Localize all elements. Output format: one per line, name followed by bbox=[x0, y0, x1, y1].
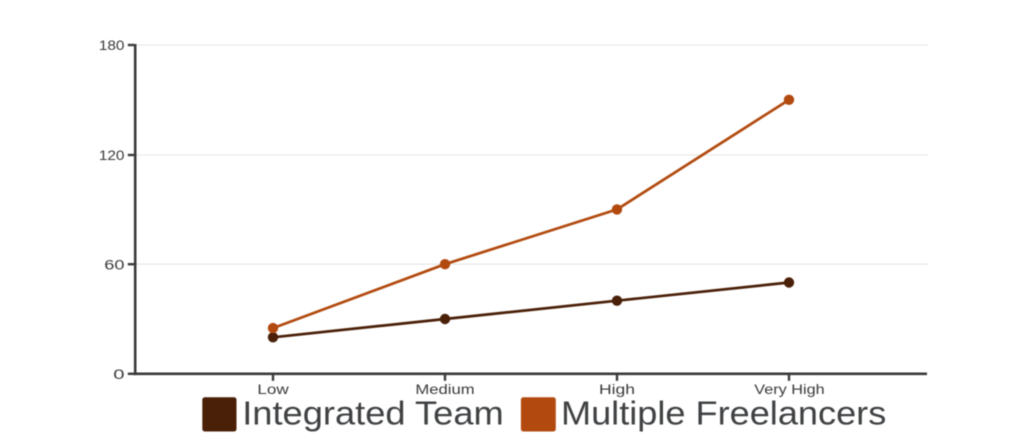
svg-text:Integrated Team: Integrated Team bbox=[242, 396, 504, 432]
svg-text:Low: Low bbox=[257, 382, 289, 397]
svg-text:Multiple Freelancers: Multiple Freelancers bbox=[561, 396, 886, 432]
svg-text:180: 180 bbox=[99, 39, 125, 54]
svg-text:Very High: Very High bbox=[754, 382, 824, 398]
svg-text:60: 60 bbox=[104, 257, 124, 273]
svg-text:Medium: Medium bbox=[415, 382, 474, 397]
svg-text:High: High bbox=[599, 382, 635, 397]
svg-text:0: 0 bbox=[113, 366, 125, 382]
svg-text:120: 120 bbox=[99, 149, 125, 164]
